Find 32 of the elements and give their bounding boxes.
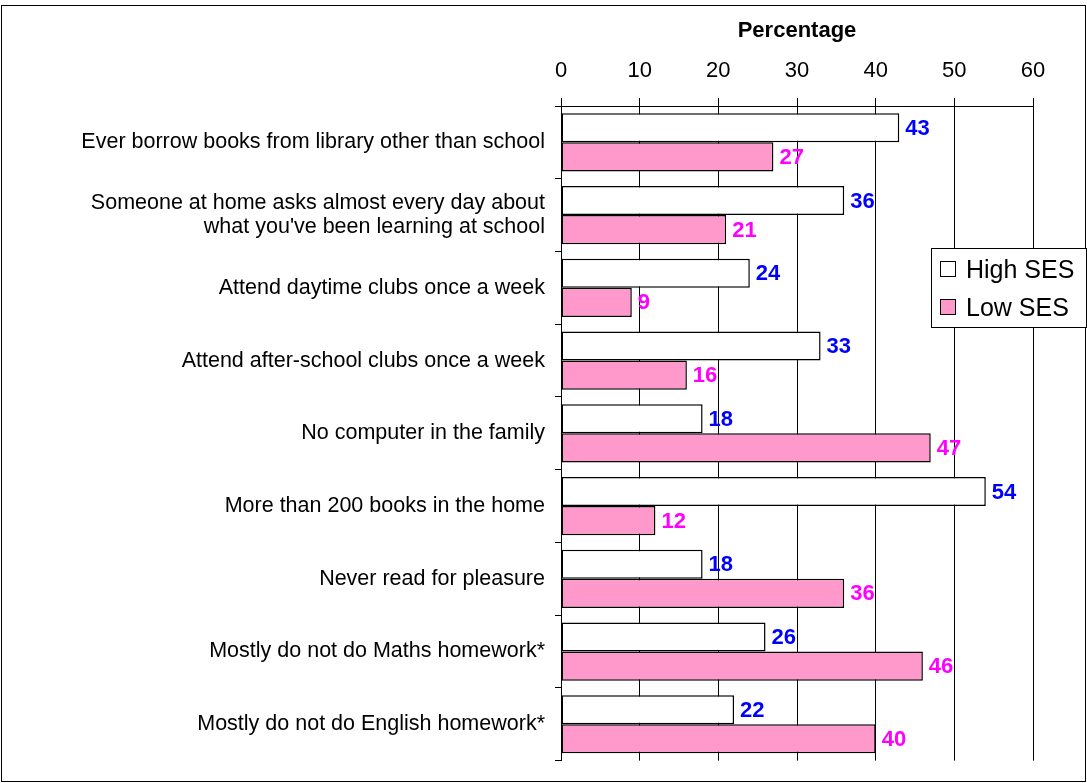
data-label: 43 [905,114,930,140]
data-label: 40 [881,725,907,751]
y-tick-label: Attend daytime clubs once a week [218,274,546,299]
y-tick-label: Ever borrow books from library other than school [81,129,545,154]
data-label: 46 [928,653,954,679]
text: High SES [966,254,1075,284]
data-label: 21 [732,216,757,242]
data-label: 16 [692,362,718,388]
data-label: 36 [850,580,875,606]
y-tick-label: No computer in the family [301,420,546,445]
x-tick-label: 20 [706,56,731,82]
data-label: 54 [991,478,1018,504]
data-label: 24 [755,260,782,286]
data-label: 36 [850,187,875,213]
y-tick-label: Mostly do not do Maths homework* [209,638,546,663]
data-label: 22 [740,696,765,722]
y-tick-label: Someone at home asks almost every day about what you've been learning at school [90,189,546,239]
data-label: 26 [771,624,797,650]
x-tick-label: 60 [1020,56,1046,82]
data-label: 12 [661,507,686,533]
data-label: 33 [826,333,852,359]
y-tick-label: More than 200 books in the home [224,492,545,517]
x-tick-label: 10 [627,56,652,82]
x-tick-label: 0 [554,56,568,82]
y-tick-label: Attend after-school clubs once a week [181,347,546,372]
x-tick-label: 30 [784,56,810,82]
x-axis-title: Percentage [737,17,857,43]
x-tick-label: 50 [942,56,967,82]
x-tick-label: 40 [863,56,888,82]
legend-label: Low SES [966,292,1069,322]
y-tick-label: Mostly do not do English homework* [197,711,546,736]
y-tick-label: Never read for pleasure [319,565,545,590]
